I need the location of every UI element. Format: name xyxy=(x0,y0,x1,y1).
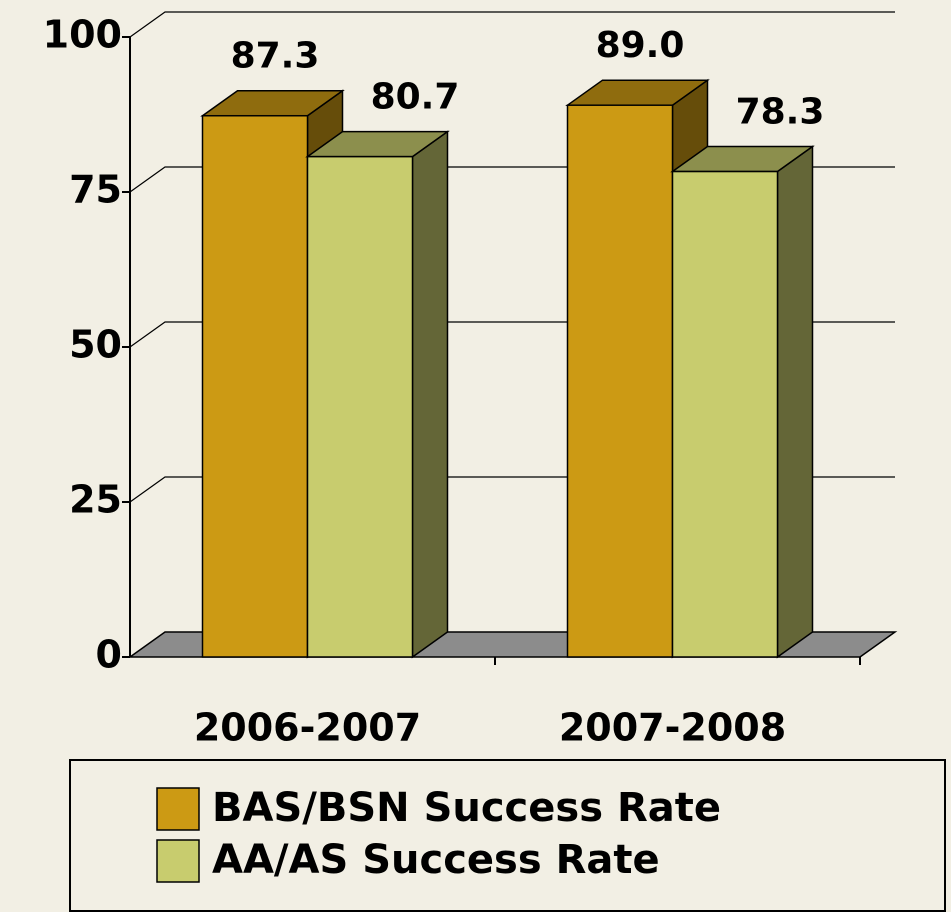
y-tick-label: 50 xyxy=(69,323,122,367)
bar xyxy=(566,104,674,658)
value-label: 78.3 xyxy=(736,92,825,133)
y-tick-label: 75 xyxy=(69,168,122,212)
legend-box xyxy=(69,759,946,912)
value-label: 80.7 xyxy=(371,77,460,118)
x-tick-label: 2006-2007 xyxy=(194,706,421,750)
y-tick-label: 25 xyxy=(69,478,122,522)
bar xyxy=(306,155,414,658)
grid-line xyxy=(129,11,895,38)
bar-side xyxy=(411,130,449,659)
x-tick-label: 2007-2008 xyxy=(559,706,786,750)
bar xyxy=(671,170,779,658)
legend-label: AA/AS Success Rate xyxy=(212,837,660,883)
value-label: 87.3 xyxy=(231,36,320,77)
bar-side xyxy=(776,145,814,659)
legend-label: BAS/BSN Success Rate xyxy=(212,785,721,831)
value-label: 89.0 xyxy=(596,25,685,66)
legend-swatch xyxy=(156,787,200,831)
y-tick-label: 100 xyxy=(43,13,122,57)
bar xyxy=(201,114,309,658)
y-tick-label: 0 xyxy=(96,633,122,677)
legend-swatch xyxy=(156,839,200,883)
